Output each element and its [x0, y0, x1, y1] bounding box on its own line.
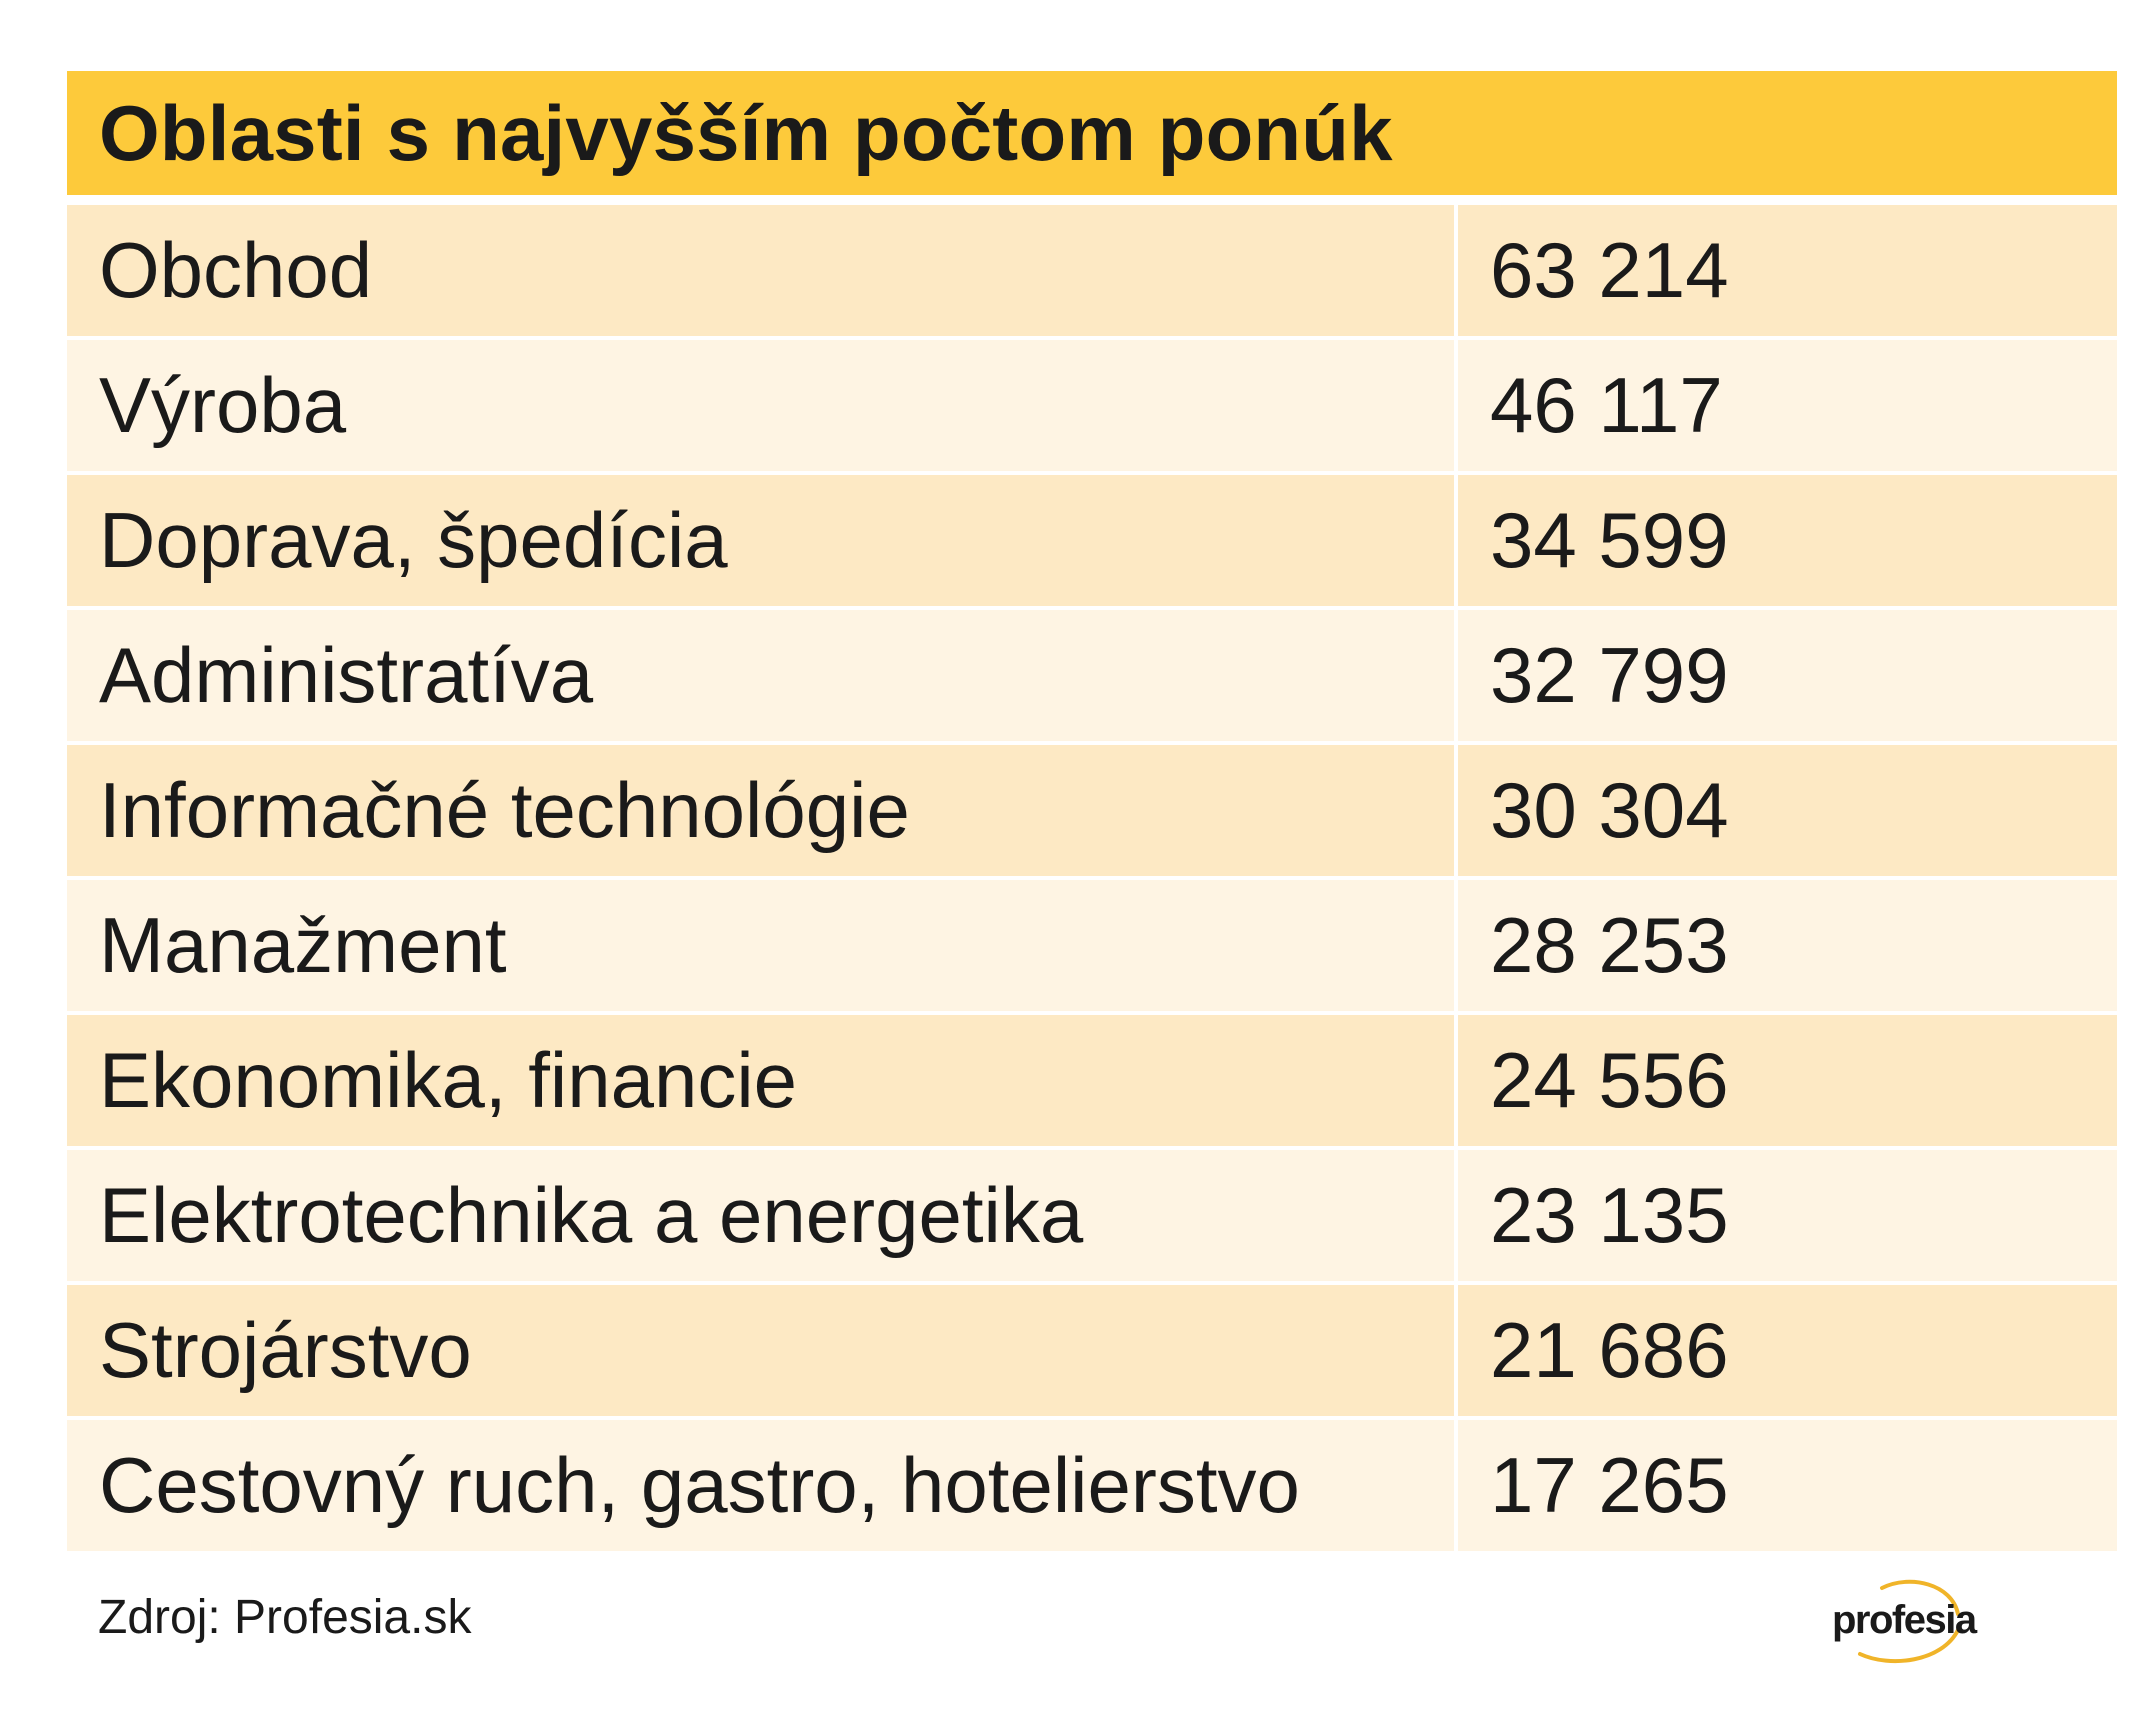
row-label: Doprava, špedícia [67, 475, 1454, 606]
row-label: Administratíva [67, 610, 1454, 741]
row-value: 28 253 [1458, 880, 2117, 1011]
table-row: Informačné technológie 30 304 [67, 745, 2117, 876]
table-row: Elektrotechnika a energetika 23 135 [67, 1150, 2117, 1281]
row-label: Strojárstvo [67, 1285, 1454, 1416]
table-header: Oblasti s najvyšším počtom ponúk [67, 71, 2117, 195]
table-title: Oblasti s najvyšším počtom ponúk [99, 88, 1393, 177]
row-label: Manažment [67, 880, 1454, 1011]
row-value: 34 599 [1458, 475, 2117, 606]
row-value: 30 304 [1458, 745, 2117, 876]
table-row: Doprava, špedícia 34 599 [67, 475, 2117, 606]
row-value: 17 265 [1458, 1420, 2117, 1551]
row-label: Elektrotechnika a energetika [67, 1150, 1454, 1281]
row-label: Informačné technológie [67, 745, 1454, 876]
table-row: Cestovný ruch, gastro, hotelierstvo 17 26… [67, 1420, 2117, 1551]
source-note: Zdroj: Profesia.sk [98, 1591, 472, 1644]
table-row: Administratíva 32 799 [67, 610, 2117, 741]
table-row: Výroba 46 117 [67, 340, 2117, 471]
row-value: 63 214 [1458, 205, 2117, 336]
row-value: 46 117 [1458, 340, 2117, 471]
row-label: Obchod [67, 205, 1454, 336]
row-value: 24 556 [1458, 1015, 2117, 1146]
row-value: 21 686 [1458, 1285, 2117, 1416]
row-label: Cestovný ruch, gastro, hotelierstvo [67, 1420, 1454, 1551]
profesia-swoosh-icon [1858, 1579, 1960, 1664]
table-row: Manažment 28 253 [67, 880, 2117, 1011]
row-label: Výroba [67, 340, 1454, 471]
table-row: Ekonomika, financie 24 556 [67, 1015, 2117, 1146]
row-value: 23 135 [1458, 1150, 2117, 1281]
logo-wordmark: profesia [1832, 1598, 1977, 1642]
table-row: Strojárstvo 21 686 [67, 1285, 2117, 1416]
row-value: 32 799 [1458, 610, 2117, 741]
row-label: Ekonomika, financie [67, 1015, 1454, 1146]
table-row: Obchod 63 214 [67, 205, 2117, 336]
data-table: Obchod 63 214 Výroba 46 117 Doprava, špedíci… [67, 205, 2117, 1555]
profesia-logo: profesia [1820, 1570, 1977, 1670]
